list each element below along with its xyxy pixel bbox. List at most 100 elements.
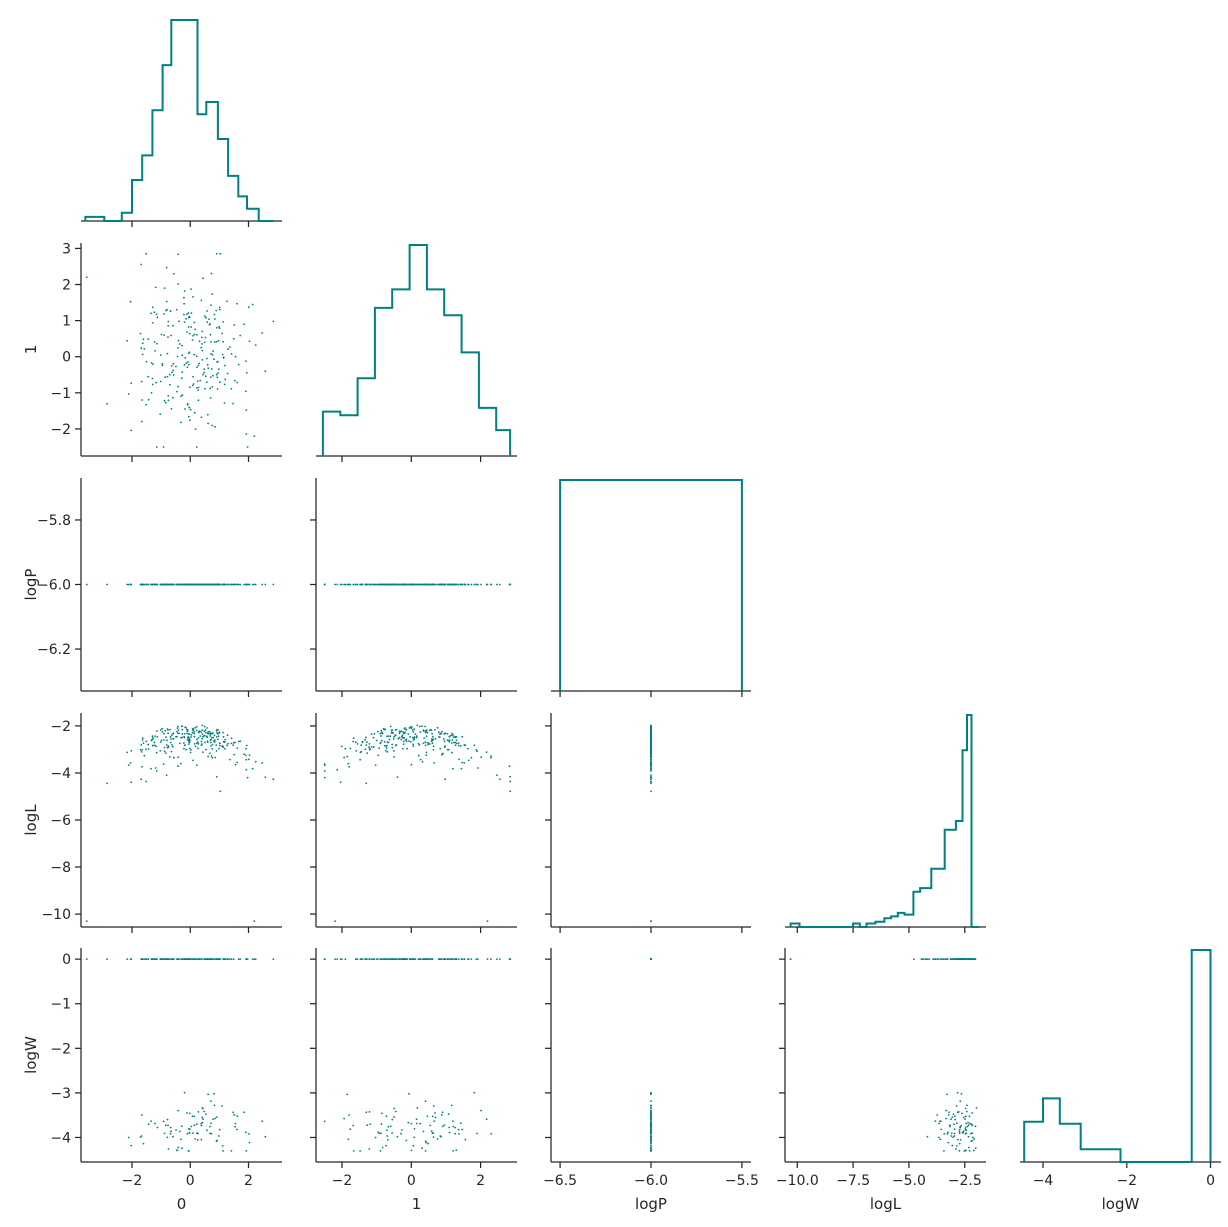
scatter-point: [188, 386, 191, 389]
scatter-point: [975, 1107, 978, 1109]
scatter-point: [490, 755, 493, 757]
scatter-point: [261, 583, 263, 586]
scatter-point: [247, 1133, 250, 1135]
scatter-point: [395, 1110, 397, 1113]
scatter-point: [187, 737, 190, 739]
scatter-point: [446, 583, 449, 586]
scatter-point: [403, 732, 406, 735]
scatter-point: [379, 583, 382, 586]
scatter-point: [206, 727, 208, 729]
scatter-point: [960, 1092, 963, 1095]
scatter-point: [480, 583, 482, 586]
panel-logp-vs-1: [310, 478, 517, 697]
scatter-point: [175, 735, 177, 738]
scatter-point: [459, 745, 462, 747]
scatter-point: [187, 958, 190, 960]
scatter-point: [428, 958, 431, 960]
scatter-point: [650, 1120, 652, 1122]
scatter-point: [226, 372, 229, 375]
scatter-point: [160, 333, 163, 336]
scatter-point: [193, 333, 196, 336]
scatter-point: [443, 958, 446, 960]
scatter-point: [170, 408, 173, 410]
scatter-point: [443, 583, 446, 586]
scatter-point: [956, 1122, 958, 1125]
scatter-point: [202, 751, 204, 753]
scatter-point: [209, 739, 212, 741]
scatter-point: [450, 742, 453, 744]
scatter-point: [202, 373, 204, 376]
scatter-point: [195, 583, 198, 586]
scatter-point: [245, 958, 248, 960]
scatter-point: [230, 353, 233, 355]
scatter-point: [951, 1116, 954, 1118]
scatter-point: [427, 958, 429, 960]
scatter-point: [247, 583, 250, 586]
scatter-point: [106, 782, 108, 785]
scatter-point: [438, 736, 441, 738]
scatter-point: [170, 583, 173, 586]
scatter-point: [951, 1144, 954, 1147]
scatter-point: [969, 1122, 971, 1125]
scatter-point: [414, 733, 417, 735]
scatter-point: [385, 745, 388, 748]
x-tick-label: −6.5: [543, 1173, 577, 1189]
scatter-point: [167, 320, 170, 323]
scatter-point: [409, 958, 412, 960]
y-tick-label: −6.2: [37, 642, 71, 658]
scatter-point: [232, 742, 235, 744]
scatter-point: [428, 583, 431, 586]
scatter-point: [950, 958, 953, 960]
scatter-point: [953, 1128, 956, 1131]
scatter-point: [374, 1136, 377, 1139]
scatter-point: [397, 737, 400, 740]
scatter-point: [227, 742, 229, 745]
scatter-point: [193, 735, 196, 738]
scatter-point: [386, 1139, 389, 1141]
scatter-point: [366, 741, 368, 743]
panel-logp-vs-logp: [551, 479, 751, 697]
scatter-point: [650, 729, 652, 731]
scatter-point: [272, 583, 275, 586]
scatter-point: [967, 1121, 969, 1124]
scatter-point: [154, 735, 157, 738]
scatter-point: [380, 729, 383, 732]
scatter-point: [230, 388, 233, 390]
scatter-point: [187, 1150, 190, 1152]
scatter-point: [192, 296, 194, 298]
scatter-point: [201, 330, 204, 333]
scatter-point: [387, 1125, 390, 1128]
scatter-point: [215, 775, 218, 778]
scatter-point: [203, 730, 206, 733]
scatter-point: [425, 751, 428, 754]
scatter-point: [323, 776, 326, 779]
scatter-point: [217, 732, 220, 735]
scatter-point: [206, 1129, 208, 1132]
scatter-point: [166, 1118, 169, 1121]
scatter-point: [85, 958, 88, 960]
scatter-point: [195, 729, 198, 732]
scatter-point: [147, 748, 150, 750]
scatter-point: [962, 1130, 965, 1133]
scatter-point: [415, 1122, 418, 1125]
scatter-point: [251, 958, 254, 960]
scatter-point: [163, 399, 166, 402]
scatter-point: [334, 920, 336, 922]
scatter-point: [206, 413, 209, 416]
scatter-point: [439, 747, 442, 750]
scatter-point: [416, 583, 419, 586]
scatter-point: [336, 958, 339, 960]
scatter-point: [945, 1117, 947, 1120]
scatter-point: [205, 1113, 207, 1115]
scatter-point: [964, 1115, 967, 1118]
scatter-point: [424, 1140, 427, 1143]
scatter-point: [402, 737, 404, 739]
scatter-point: [950, 1135, 953, 1137]
scatter-point: [253, 920, 256, 922]
scatter-point: [164, 729, 167, 732]
scatter-point: [142, 1142, 145, 1145]
scatter-point: [967, 958, 970, 960]
scatter-point: [377, 583, 379, 586]
scatter-point: [210, 1122, 212, 1125]
scatter-point: [180, 736, 183, 739]
